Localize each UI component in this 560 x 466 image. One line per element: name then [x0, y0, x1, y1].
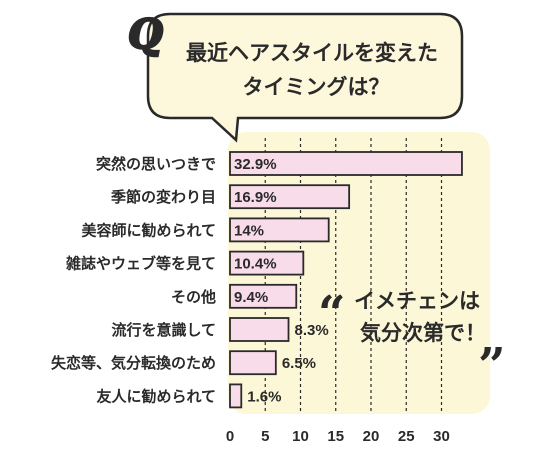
category-label-1: 季節の変わり目 [111, 188, 216, 206]
chart-value-labels: 32.9% 16.9% 14% 10.4% 9.4% 8.3% 6.5%1.6% [234, 156, 329, 405]
question-line-1: 最近ヘアスタイルを変えた [186, 41, 438, 65]
category-label-2: 美容師に勧められて [81, 221, 216, 239]
x-tick-5: 5 [261, 428, 269, 445]
value-label-0: 32.9% [234, 156, 277, 173]
callout-close-quote: ” [478, 338, 506, 394]
value-label-4: 9.4% [234, 289, 268, 306]
bar-1 [229, 184, 351, 210]
value-label-3: 10.4% [234, 256, 277, 273]
category-label-7: 友人に勧められて [96, 387, 216, 405]
bar-4 [229, 283, 298, 309]
value-label-7: 1.6% [247, 388, 281, 405]
bar-5 [229, 317, 290, 342]
value-label-5: 8.3% [295, 322, 329, 339]
category-label-0: 突然の思いつきで [96, 155, 216, 173]
callout-open-quote: “ [318, 286, 346, 342]
bar-3 [229, 250, 305, 276]
value-label-1: 16.9% [234, 189, 277, 206]
category-label-3: 雑誌やウェブ等を見て [65, 255, 216, 273]
chart-bars [229, 151, 463, 409]
x-tick-15: 15 [327, 428, 344, 445]
x-tick-10: 10 [292, 428, 309, 445]
bar-6 [229, 350, 277, 376]
x-tick-25: 25 [398, 428, 415, 445]
question-letter: Q [128, 11, 163, 58]
callout-line-2: 気分次第で！ [360, 321, 486, 345]
category-label-4: その他 [171, 288, 216, 306]
chart-category-labels: 突然の思いつきで季節の変わり目美容師に勧められて雑誌やウェブ等を見てその他流行を… [51, 155, 216, 405]
x-tick-0: 0 [226, 428, 234, 445]
x-tick-30: 30 [433, 428, 450, 445]
callout-line-1: イメチェンは [354, 289, 480, 313]
bar-7 [229, 383, 243, 409]
x-tick-20: 20 [363, 428, 380, 445]
value-label-2: 14% [234, 222, 264, 239]
question-line-2: タイミングは？ [243, 75, 390, 99]
bar-0 [229, 151, 463, 176]
bar-2 [229, 217, 330, 243]
category-label-6: 失恋等、気分転換のため [51, 354, 216, 372]
value-label-6: 6.5% [282, 355, 316, 372]
chart-x-tick-labels: 0 5 10 15 20 25 30 [226, 428, 450, 445]
question-bubble [146, 12, 464, 143]
category-label-5: 流行を意識して [111, 321, 216, 339]
